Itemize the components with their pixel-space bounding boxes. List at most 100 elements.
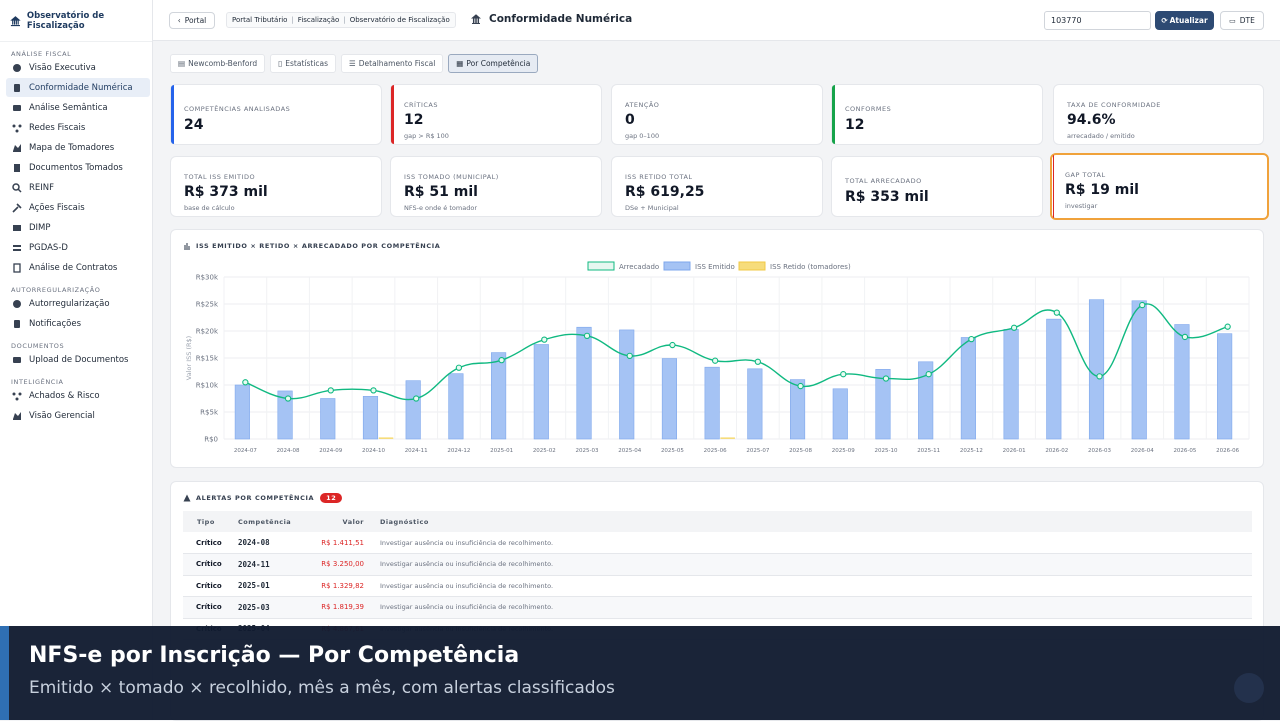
bar-iss-emitido[interactable] xyxy=(533,344,549,440)
kpi-value: R$ 51 mil xyxy=(404,184,478,200)
point-arrecadado[interactable] xyxy=(1224,323,1231,330)
refresh-button[interactable]: ⟳ Atualizar xyxy=(1155,11,1214,30)
bar-iss-retido[interactable] xyxy=(720,437,735,439)
bar-iss-emitido[interactable] xyxy=(405,380,421,440)
sidebar-item-acoes-fiscais[interactable]: Ações Fiscais xyxy=(6,198,150,217)
legend-item-arrecadado[interactable]: Arrecadado xyxy=(587,261,659,271)
alerts-table: Tipo Competência Valor Diagnóstico Críti… xyxy=(183,511,1252,640)
bar-iss-emitido[interactable] xyxy=(1217,333,1233,440)
point-arrecadado[interactable] xyxy=(626,352,633,359)
bar-iss-emitido[interactable] xyxy=(960,337,976,440)
bar-iss-emitido[interactable] xyxy=(747,368,763,440)
point-arrecadado[interactable] xyxy=(370,387,377,394)
point-arrecadado[interactable] xyxy=(968,335,975,343)
sidebar-item-documentos-tomados[interactable]: Documentos Tomados xyxy=(6,158,150,177)
bar-iss-emitido[interactable] xyxy=(875,369,891,440)
bar-iss-emitido[interactable] xyxy=(234,384,250,440)
bar-iss-emitido[interactable] xyxy=(277,390,293,440)
bar-iss-emitido[interactable] xyxy=(576,326,592,440)
sidebar-item-visao-executiva[interactable]: Visão Executiva xyxy=(6,58,150,77)
point-arrecadado[interactable] xyxy=(840,371,847,378)
point-arrecadado[interactable] xyxy=(498,357,505,364)
sidebar-item-visao-gerencial[interactable]: Visão Gerencial xyxy=(6,406,150,425)
bar-iss-emitido[interactable] xyxy=(1131,300,1147,440)
sidebar-item-autorregularizacao[interactable]: Autorregularização xyxy=(6,294,150,313)
point-arrecadado[interactable] xyxy=(327,387,334,394)
brand[interactable]: Observatório de Fiscalização xyxy=(0,0,152,42)
point-arrecadado[interactable] xyxy=(1010,324,1018,331)
sidebar-item-analise-semantica[interactable]: Análise Semântica xyxy=(6,98,150,117)
kpi-label: ISS Retido Total xyxy=(625,173,693,181)
sidebar-item-notificacoes[interactable]: Notificações xyxy=(6,314,150,333)
legend-item-iss-emitido[interactable]: ISS Emitido xyxy=(663,261,735,271)
breadcrumb-item[interactable]: Observatório de Fiscalização xyxy=(349,16,450,24)
bar-iss-emitido[interactable] xyxy=(448,373,464,440)
tab-por-competencia[interactable]: ▦ Por Competência xyxy=(448,54,539,73)
point-arrecadado[interactable] xyxy=(1096,373,1103,380)
sidebar-item-achados-risco[interactable]: Achados & Risco xyxy=(6,386,150,405)
sidebar-item-reinf[interactable]: REINF xyxy=(6,178,150,197)
banner-subtitle: Emitido × tomado × recolhido, mês a mês,… xyxy=(29,678,615,698)
point-arrecadado[interactable] xyxy=(413,395,420,402)
tab-newcomb-benford[interactable]: ▤ Newcomb-Benford xyxy=(170,54,266,73)
back-label: Portal xyxy=(184,16,207,25)
point-arrecadado[interactable] xyxy=(925,371,932,378)
bar-iss-emitido[interactable] xyxy=(790,379,806,440)
legend-item-iss-retido-tomadores[interactable]: ISS Retido (tomadores) xyxy=(738,261,851,271)
col-competencia[interactable]: Competência xyxy=(238,511,320,532)
point-arrecadado[interactable] xyxy=(583,332,591,340)
bar-iss-emitido[interactable] xyxy=(661,358,677,440)
sidebar-item-pgdas-d[interactable]: PGDAS-D xyxy=(6,238,150,257)
point-arrecadado[interactable] xyxy=(797,382,804,390)
table-row[interactable]: Crítico 2024-11 R$ 3.250,00 Investigar ausê… xyxy=(183,553,1252,576)
network-icon xyxy=(12,392,22,400)
point-arrecadado[interactable] xyxy=(882,375,890,382)
edit-fab-button[interactable] xyxy=(1234,673,1264,703)
point-arrecadado[interactable] xyxy=(284,395,292,402)
col-diagnostico[interactable]: Diagnóstico xyxy=(380,511,1252,532)
bar-iss-emitido[interactable] xyxy=(1174,324,1190,440)
dte-button[interactable]: ▭ DTE xyxy=(1220,11,1264,30)
table-row[interactable]: Crítico 2025-01 R$ 1.329,82 Investigar ausê… xyxy=(183,575,1252,597)
sidebar-item-mapa-de-tomadores[interactable]: Mapa de Tomadores xyxy=(6,138,150,157)
col-valor[interactable]: Valor xyxy=(320,511,380,532)
point-arrecadado[interactable] xyxy=(1181,333,1189,341)
point-arrecadado[interactable] xyxy=(669,341,676,349)
bar-iss-emitido[interactable] xyxy=(491,352,507,440)
point-arrecadado[interactable] xyxy=(242,379,249,386)
bar-iss-emitido[interactable] xyxy=(704,366,720,440)
point-arrecadado[interactable] xyxy=(754,358,762,365)
breadcrumb-item[interactable]: Portal Tributário xyxy=(232,16,288,24)
bar-iss-emitido[interactable] xyxy=(832,388,848,440)
nav-section-documentos: Documentos xyxy=(11,342,65,350)
point-arrecadado[interactable] xyxy=(1053,309,1060,316)
back-button[interactable]: ‹ Portal xyxy=(169,12,215,29)
bar-iss-emitido[interactable] xyxy=(1003,329,1019,440)
point-arrecadado[interactable] xyxy=(455,364,463,371)
inscription-input[interactable] xyxy=(1044,11,1151,30)
bar-iss-emitido[interactable] xyxy=(320,398,336,440)
bar-iss-emitido[interactable] xyxy=(1046,318,1062,440)
bar-iss-emitido[interactable] xyxy=(362,396,379,440)
alert-competencia: 2024-11 xyxy=(238,553,320,576)
breadcrumb-item[interactable]: Fiscalização xyxy=(297,16,340,24)
point-arrecadado[interactable] xyxy=(711,357,719,364)
bar-iss-retido[interactable] xyxy=(378,437,394,439)
tab-estatisticas[interactable]: ▯ Estatísticas xyxy=(270,54,337,73)
sidebar-item-redes-fiscais[interactable]: Redes Fiscais xyxy=(6,118,150,137)
tab-detalhamento-fiscal[interactable]: ☰ Detalhamento Fiscal xyxy=(341,54,444,73)
bar-iss-emitido[interactable] xyxy=(619,329,635,440)
sidebar-item-conformidade-numerica[interactable]: Conformidade Numérica xyxy=(6,78,150,97)
table-row[interactable]: Crítico 2024-08 R$ 1.411,51 Investigar ausê… xyxy=(183,532,1252,554)
bar-iss-emitido[interactable] xyxy=(1088,299,1105,440)
bar-iss-emitido[interactable] xyxy=(918,361,934,440)
sidebar-item-upload-de-documentos[interactable]: Upload de Documentos xyxy=(6,350,150,369)
col-tipo[interactable]: Tipo xyxy=(183,511,238,532)
sidebar-item-dimp[interactable]: DIMP xyxy=(6,218,150,237)
sidebar-item-label: Análise de Contratos xyxy=(29,262,118,273)
point-arrecadado[interactable] xyxy=(541,336,548,343)
table-row[interactable]: Crítico 2025-03 R$ 1.819,39 Investigar ausê… xyxy=(183,596,1252,619)
point-arrecadado[interactable] xyxy=(1139,301,1146,309)
chart-title: ISS Emitido × Retido × Arrecadado por Co… xyxy=(183,242,440,250)
sidebar-item-analise-de-contratos[interactable]: Análise de Contratos xyxy=(6,258,150,277)
